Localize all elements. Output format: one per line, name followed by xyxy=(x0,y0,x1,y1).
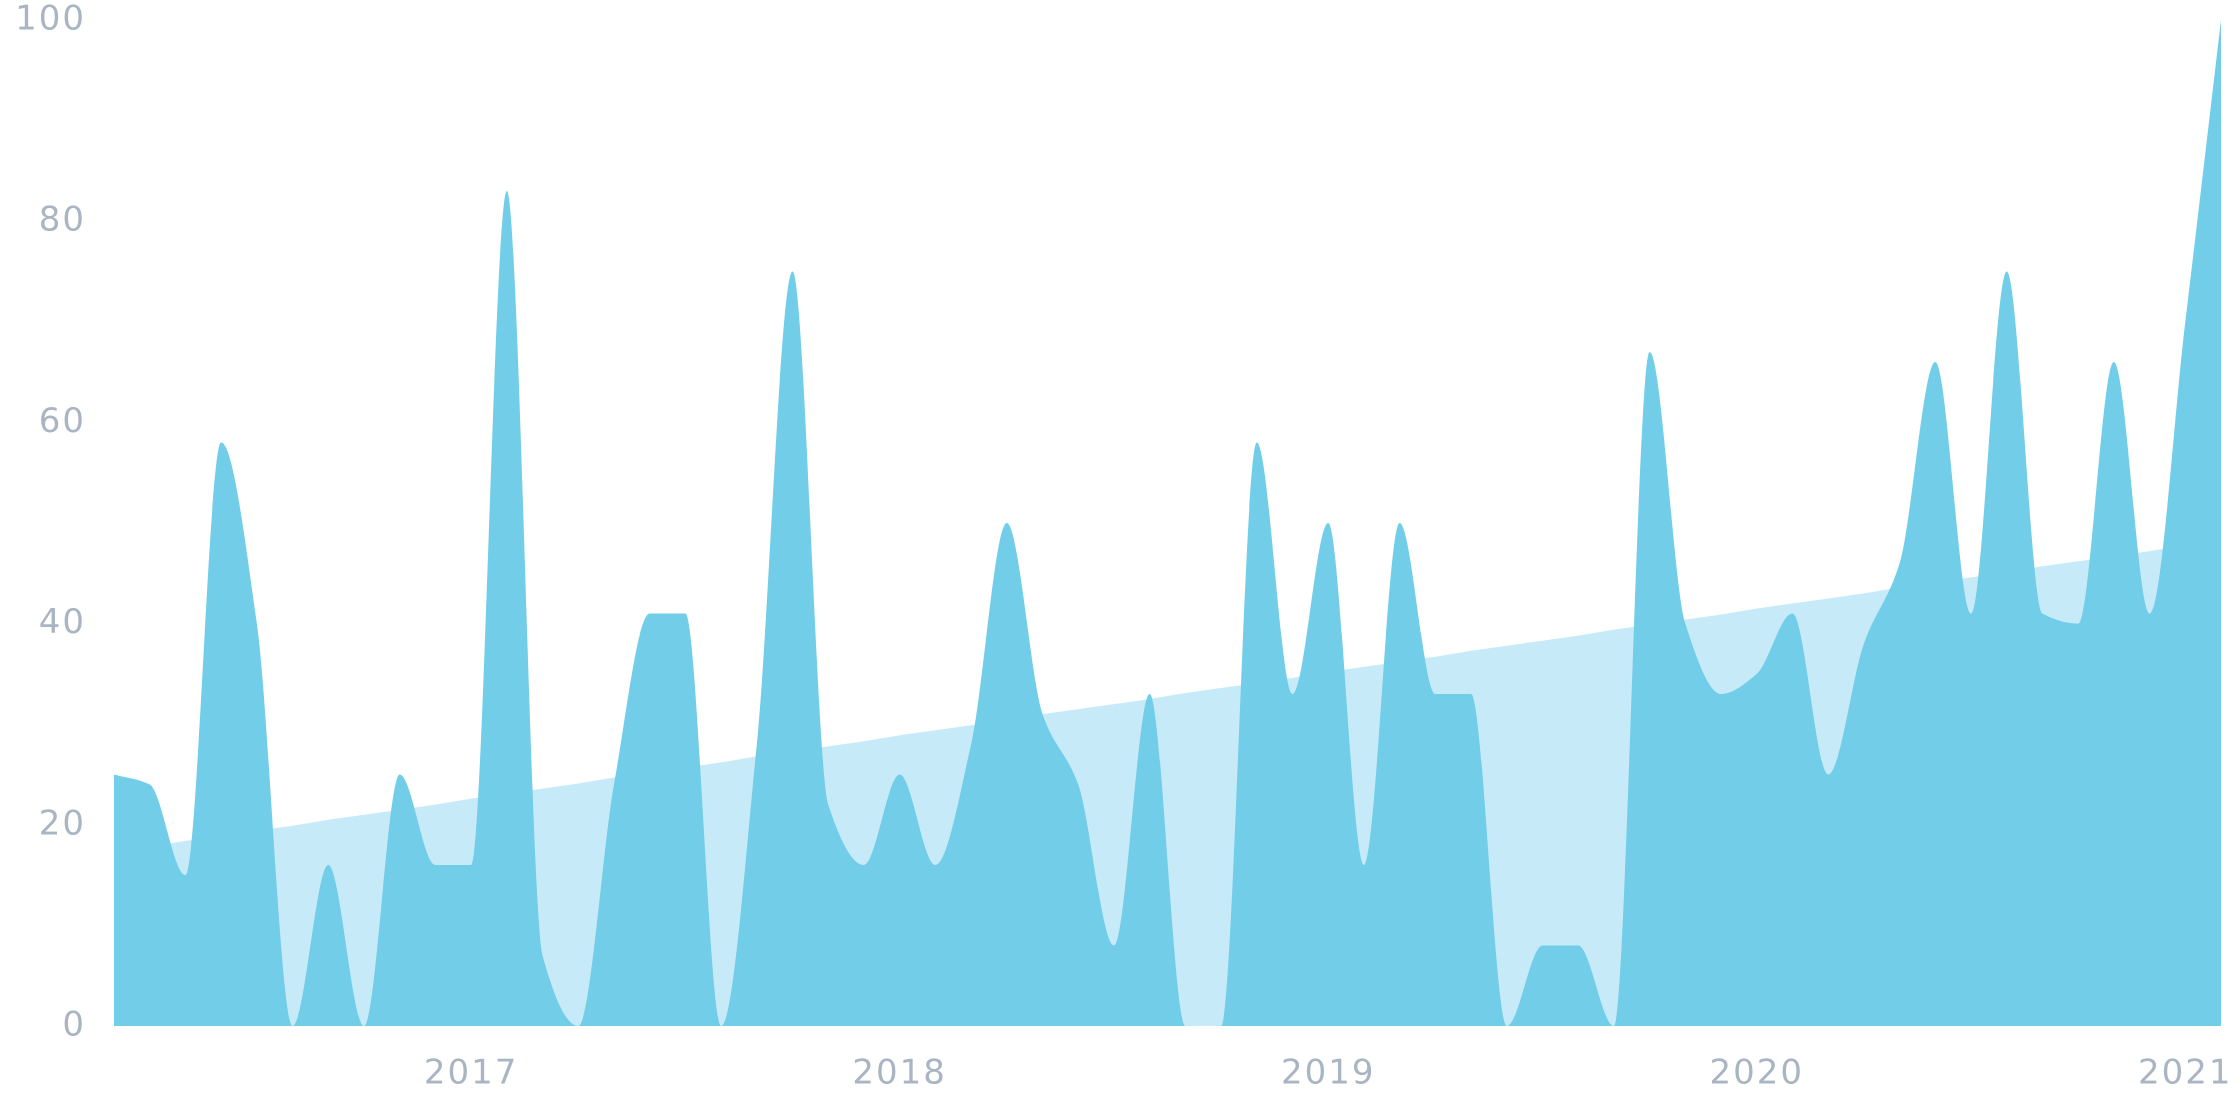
y-tick-label: 80 xyxy=(39,200,86,240)
x-tick-label: 2018 xyxy=(852,1053,947,1093)
y-tick-label: 100 xyxy=(15,0,86,39)
y-tick-label: 40 xyxy=(39,602,86,642)
y-tick-label: 60 xyxy=(39,401,86,441)
x-tick-label: 2021 xyxy=(2138,1053,2233,1093)
area xyxy=(114,20,2221,1026)
y-tick-label: 20 xyxy=(39,803,86,843)
x-tick-label: 2017 xyxy=(424,1053,519,1093)
x-tick-label: 2019 xyxy=(1281,1053,1376,1093)
y-tick-label: 0 xyxy=(62,1005,86,1045)
x-tick-label: 2020 xyxy=(1709,1053,1804,1093)
